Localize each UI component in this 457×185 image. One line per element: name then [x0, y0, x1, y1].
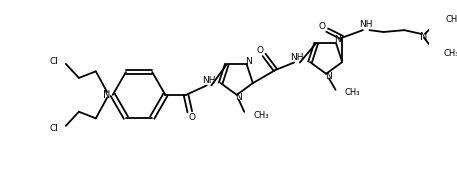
Text: CH₃: CH₃: [254, 111, 269, 120]
Text: Cl: Cl: [49, 57, 58, 65]
Text: NH: NH: [359, 20, 372, 29]
Text: Cl: Cl: [49, 124, 58, 133]
Text: O: O: [319, 22, 326, 31]
Text: CH₃: CH₃: [345, 88, 361, 97]
Text: O: O: [188, 113, 195, 122]
Text: CH₃: CH₃: [446, 15, 457, 24]
Text: O: O: [257, 46, 264, 55]
Text: N: N: [235, 93, 242, 102]
Text: N: N: [335, 35, 341, 44]
Text: N: N: [245, 57, 252, 66]
Text: NH: NH: [290, 53, 304, 62]
Text: CH₃: CH₃: [444, 49, 457, 58]
Text: N: N: [103, 90, 111, 100]
Text: N: N: [325, 72, 332, 81]
Text: N: N: [420, 32, 428, 42]
Text: NH: NH: [202, 76, 215, 85]
